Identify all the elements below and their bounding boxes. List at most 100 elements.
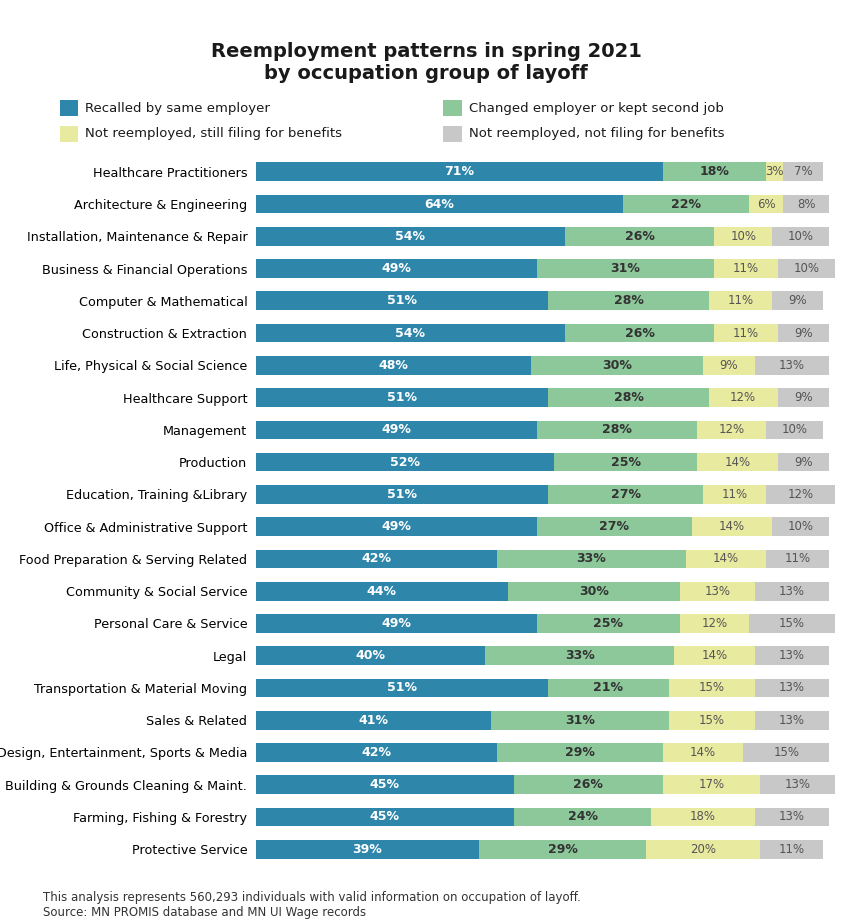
Text: 15%: 15%	[699, 681, 725, 695]
Bar	[663, 163, 766, 181]
Text: 13%: 13%	[779, 585, 805, 598]
Bar	[256, 453, 554, 471]
Text: 49%: 49%	[381, 262, 411, 275]
Bar	[256, 323, 566, 343]
Text: 12%: 12%	[787, 488, 814, 501]
Text: 30%: 30%	[602, 359, 632, 371]
Text: 71%: 71%	[444, 165, 475, 178]
Bar	[646, 840, 760, 858]
Bar	[760, 840, 824, 858]
Text: 9%: 9%	[794, 326, 813, 340]
Text: 25%: 25%	[593, 617, 624, 630]
Text: 11%: 11%	[779, 843, 805, 856]
Text: 51%: 51%	[387, 295, 417, 308]
Bar	[772, 227, 829, 246]
Text: 24%: 24%	[567, 810, 597, 823]
Text: Reemployment patterns in spring 2021
by occupation group of layoff: Reemployment patterns in spring 2021 by …	[210, 42, 642, 82]
Text: 17%: 17%	[699, 778, 725, 791]
Bar	[508, 582, 680, 601]
Bar	[256, 550, 497, 568]
Text: 64%: 64%	[424, 198, 454, 211]
Bar	[554, 453, 697, 471]
Bar	[256, 646, 485, 665]
Text: 14%: 14%	[713, 553, 739, 565]
Bar	[766, 163, 783, 181]
Bar	[480, 840, 646, 858]
Bar	[755, 582, 829, 601]
Text: 10%: 10%	[787, 230, 814, 243]
Text: 13%: 13%	[705, 585, 730, 598]
Text: 10%: 10%	[730, 230, 757, 243]
Text: 13%: 13%	[779, 810, 805, 823]
Text: 14%: 14%	[718, 520, 745, 533]
Text: 26%: 26%	[625, 230, 655, 243]
Bar	[256, 840, 480, 858]
Text: 8%: 8%	[797, 198, 815, 211]
Text: 14%: 14%	[690, 746, 716, 759]
Bar	[256, 614, 537, 633]
Text: Changed employer or kept second job: Changed employer or kept second job	[469, 102, 723, 115]
Text: 9%: 9%	[720, 359, 738, 371]
Text: 40%: 40%	[355, 650, 385, 663]
Bar	[256, 227, 566, 246]
Bar	[652, 808, 755, 826]
Text: 51%: 51%	[387, 488, 417, 501]
Text: 9%: 9%	[788, 295, 807, 308]
Text: Recalled by same employer: Recalled by same employer	[85, 102, 270, 115]
Text: 51%: 51%	[387, 391, 417, 404]
Text: 13%: 13%	[779, 359, 805, 371]
Text: 26%: 26%	[573, 778, 603, 791]
Text: 10%: 10%	[787, 520, 814, 533]
Text: Not reemployed, still filing for benefits: Not reemployed, still filing for benefit…	[85, 128, 343, 140]
Text: 15%: 15%	[779, 617, 805, 630]
Bar	[497, 550, 686, 568]
Text: 12%: 12%	[730, 391, 757, 404]
Text: 18%: 18%	[690, 810, 716, 823]
Bar	[256, 775, 514, 794]
Bar	[709, 388, 778, 407]
Text: 15%: 15%	[774, 746, 799, 759]
Bar	[663, 775, 760, 794]
Bar	[485, 646, 674, 665]
Bar	[548, 388, 709, 407]
Bar	[703, 485, 766, 504]
Text: 31%: 31%	[611, 262, 641, 275]
Text: 25%: 25%	[611, 456, 641, 468]
Text: 14%: 14%	[724, 456, 751, 468]
Bar	[514, 775, 663, 794]
Bar	[715, 323, 778, 343]
Text: 29%: 29%	[565, 746, 595, 759]
Text: 33%: 33%	[565, 650, 595, 663]
Text: 13%: 13%	[779, 650, 805, 663]
Bar	[548, 485, 703, 504]
Text: 11%: 11%	[733, 262, 759, 275]
Bar	[256, 291, 548, 310]
Bar	[514, 808, 652, 826]
Bar	[256, 711, 491, 730]
Text: 12%: 12%	[718, 423, 745, 436]
Bar	[537, 517, 692, 536]
Bar	[755, 711, 829, 730]
Bar	[256, 582, 508, 601]
Text: 28%: 28%	[613, 295, 643, 308]
Text: 26%: 26%	[625, 326, 655, 340]
Text: 14%: 14%	[701, 650, 728, 663]
Bar	[256, 195, 623, 213]
Text: 28%: 28%	[613, 391, 643, 404]
Bar	[256, 808, 514, 826]
Bar	[715, 227, 772, 246]
Bar	[709, 291, 772, 310]
Bar	[256, 485, 548, 504]
Bar	[766, 550, 829, 568]
Bar	[778, 453, 829, 471]
Bar	[766, 485, 835, 504]
Text: 3%: 3%	[765, 165, 784, 178]
Text: 27%: 27%	[611, 488, 641, 501]
Text: 39%: 39%	[353, 843, 383, 856]
Bar	[256, 388, 548, 407]
Text: 9%: 9%	[794, 391, 813, 404]
Bar	[256, 260, 537, 278]
Bar	[680, 582, 755, 601]
Text: 10%: 10%	[793, 262, 820, 275]
Bar	[256, 743, 497, 761]
